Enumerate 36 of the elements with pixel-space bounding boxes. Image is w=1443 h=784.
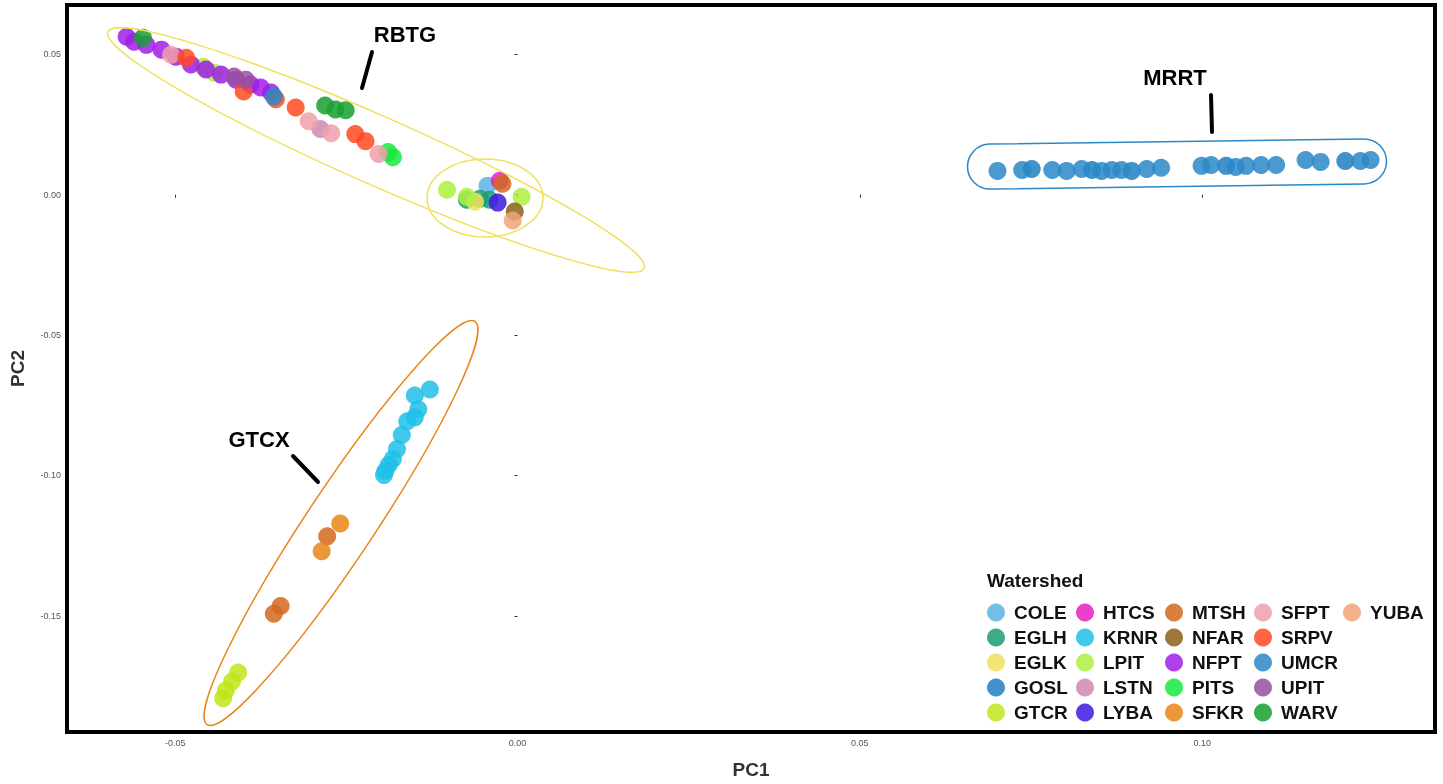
legend-label: KRNR [1103,627,1159,648]
y-tick-label: -0.10 [40,470,61,481]
y-tick-label: 0.05 [43,49,61,60]
legend-label: HTCS [1103,602,1155,623]
legend-label: LSTN [1103,677,1153,698]
legend-label: LYBA [1103,702,1154,723]
legend-label: EGLK [1014,652,1068,673]
legend-label: PITS [1192,677,1235,698]
y-tick-label: -0.15 [40,610,61,621]
legend-label: GOSL [1014,677,1069,698]
annotation: RBTG [373,22,437,48]
legend-title: Watershed [987,570,1084,591]
legend-label: YUBA [1370,602,1425,623]
legend-label: COLE [1014,602,1067,623]
legend-label: NFPT [1192,652,1242,673]
y-tick-label: 0.00 [43,189,61,200]
y-tick-label: -0.05 [40,330,61,341]
legend-label: SRPV [1281,627,1334,648]
annotation: MRRT [1143,65,1207,91]
y-axis-title: PC2 [7,350,28,387]
legend-label: UMCR [1281,652,1339,673]
legend-label: SFPT [1281,602,1330,623]
legend-label: NFAR [1192,627,1244,648]
legend-label: WARV [1281,702,1338,723]
legend-label: GTCR [1014,702,1069,723]
x-tick-label: 0.10 [1193,737,1211,748]
x-tick-label: -0.05 [164,737,186,748]
x-tick-label: 0.05 [851,737,869,748]
legend-label: UPIT [1281,677,1325,698]
legend-label: SFKR [1192,702,1244,723]
legend-label: MTSH [1192,602,1246,623]
legend-label: LPIT [1103,652,1145,673]
legend-label: EGLH [1014,627,1067,648]
annotation: GTCX [228,427,290,453]
x-tick-label: 0.00 [508,737,527,748]
x-axis-title: PC1 [732,759,770,780]
